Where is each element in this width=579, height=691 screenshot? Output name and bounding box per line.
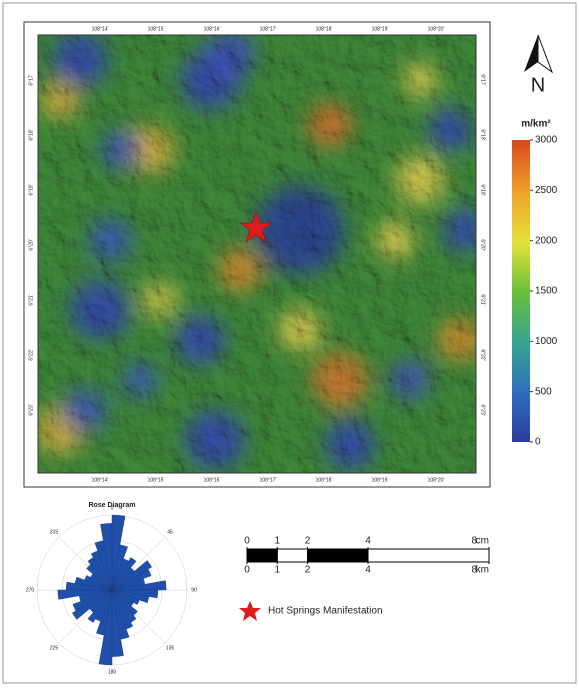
scale-unit-top: cm	[476, 536, 489, 547]
rose-direction-label: 0	[111, 505, 114, 511]
bottom-coord-label: 108°20'	[428, 477, 445, 483]
bottom-coord-label: 108°19'	[372, 477, 389, 483]
top-coord-label: 108°17'	[260, 26, 277, 32]
rose-direction-label: 180	[108, 669, 117, 675]
top-coord-label: 108°15'	[148, 26, 165, 32]
rose-direction-label: 270	[26, 587, 35, 593]
left-coord-label: 6°20'	[28, 239, 34, 250]
colorbar-tick-label: 500	[535, 386, 552, 397]
left-coord-label: 6°21'	[28, 294, 34, 305]
left-coord-label: 6°17'	[28, 74, 34, 85]
right-coord-label: 6°18'	[480, 129, 486, 140]
scale-label-top: 1	[274, 536, 280, 547]
scale-label-top: 0	[244, 536, 250, 547]
bottom-coord-label: 108°18'	[316, 477, 333, 483]
scale-label-bottom: 2	[305, 565, 311, 576]
top-coord-label: 108°19'	[372, 26, 389, 32]
scale-segment	[308, 549, 369, 562]
rose-direction-label: 45	[167, 529, 173, 535]
scale-segment	[368, 549, 489, 562]
rose-diagram: 0 45 90 135 180 225 270 315	[26, 505, 197, 675]
scale-label-top: 4	[365, 536, 371, 547]
scale-segment	[277, 549, 307, 562]
colorbar-unit: m/km²	[521, 119, 551, 130]
north-arrow	[524, 35, 552, 72]
rose-direction-label: 90	[191, 587, 197, 593]
top-coord-label: 108°20'	[428, 26, 445, 32]
colorbar-tick-label: 1500	[535, 286, 558, 297]
figure: N m/km² Rose Diagram 0459013518022527031…	[0, 0, 579, 686]
bottom-coord-label: 108°15'	[148, 477, 165, 483]
scale-label-top: 2	[305, 536, 311, 547]
right-coord-label: 6°21'	[480, 294, 486, 305]
scale-label-bottom: 0	[244, 565, 250, 576]
colorbar	[512, 140, 530, 442]
right-coord-label: 6°23'	[480, 404, 486, 415]
right-coord-label: 6°22'	[480, 349, 486, 360]
north-label: N	[531, 74, 545, 96]
left-coord-label: 6°18'	[28, 129, 34, 140]
colorbar-tick-label: 1000	[535, 336, 558, 347]
top-coord-label: 108°14'	[92, 26, 109, 32]
top-coord-label: 108°18'	[316, 26, 333, 32]
colorbar-tick-label: 2500	[535, 185, 558, 196]
bottom-coord-label: 108°17'	[260, 477, 277, 483]
scale-unit-bottom: km	[476, 565, 489, 576]
legend-label: Hot Springs Manifestation	[268, 606, 383, 617]
rose-direction-label: 315	[50, 529, 59, 535]
colorbar-tick-label: 2000	[535, 235, 558, 246]
colorbar-tick-label: 3000	[535, 135, 558, 146]
scale-label-bottom: 1	[274, 565, 280, 576]
rose-direction-label: 135	[166, 645, 175, 651]
right-coord-label: 6°19'	[480, 184, 486, 195]
right-coord-label: 6°17'	[480, 74, 486, 85]
bottom-coord-label: 108°14'	[92, 477, 109, 483]
left-coord-label: 6°23'	[28, 404, 34, 415]
map	[35, 30, 487, 473]
rose-direction-label: 225	[50, 645, 59, 651]
legend-star	[239, 601, 261, 621]
left-coord-label: 6°22'	[28, 349, 34, 360]
top-coord-label: 108°16'	[204, 26, 221, 32]
scale-label-bottom: 4	[365, 565, 371, 576]
bottom-coord-label: 108°16'	[204, 477, 221, 483]
right-coord-label: 6°20'	[480, 239, 486, 250]
colorbar-tick-label: 0	[535, 437, 541, 448]
left-coord-label: 6°19'	[28, 184, 34, 195]
scale-segment	[247, 549, 277, 562]
